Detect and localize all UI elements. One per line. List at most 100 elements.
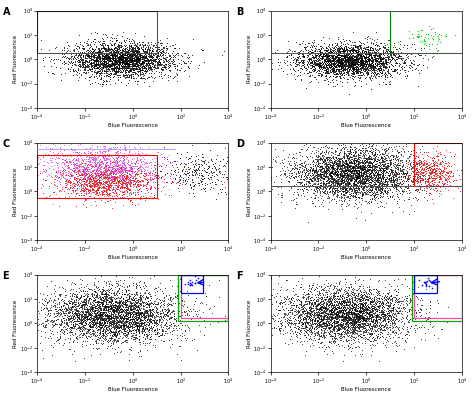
Point <box>101 51 109 58</box>
Point <box>374 173 382 179</box>
Point <box>143 170 150 177</box>
Point <box>287 319 294 326</box>
Point <box>122 54 129 61</box>
Point <box>355 318 362 325</box>
Point <box>120 183 128 190</box>
Point <box>150 184 157 190</box>
Point <box>153 313 161 320</box>
Point <box>147 316 155 322</box>
Point <box>432 162 439 169</box>
Point <box>401 164 409 171</box>
Point <box>133 68 140 74</box>
Point <box>345 284 352 290</box>
Point <box>109 50 117 56</box>
Point <box>338 306 346 312</box>
Point <box>360 316 367 322</box>
Point <box>302 176 310 182</box>
Point <box>305 285 312 292</box>
Point <box>356 314 364 321</box>
Point <box>348 73 356 80</box>
Point <box>368 86 375 92</box>
Point <box>362 311 369 318</box>
Point <box>83 166 91 172</box>
Point <box>343 327 350 334</box>
Point <box>438 178 446 184</box>
Point <box>374 56 382 62</box>
Point <box>109 303 117 309</box>
Point <box>95 318 103 324</box>
Point <box>104 63 112 69</box>
Point <box>209 168 216 175</box>
Point <box>329 67 337 73</box>
Point <box>401 175 409 181</box>
Point <box>343 69 350 75</box>
Point <box>119 63 127 70</box>
Point <box>97 158 105 165</box>
Point <box>297 311 305 317</box>
Point <box>80 167 87 174</box>
Point <box>316 51 323 57</box>
Point <box>380 190 387 197</box>
Point <box>124 185 131 192</box>
Point <box>347 304 355 311</box>
Point <box>414 169 422 175</box>
Point <box>73 333 81 340</box>
Point <box>375 335 383 341</box>
Point <box>326 52 334 59</box>
Point <box>350 144 357 150</box>
Point <box>365 173 372 180</box>
Point <box>153 59 160 65</box>
Point <box>353 315 361 321</box>
Point <box>329 50 337 57</box>
Point <box>367 352 375 358</box>
Point <box>334 312 341 318</box>
Point <box>349 314 357 321</box>
Point <box>268 66 275 72</box>
Point <box>95 161 103 167</box>
Point <box>82 57 90 63</box>
Point <box>127 197 134 203</box>
Point <box>92 189 100 196</box>
Point <box>339 52 346 59</box>
Point <box>39 320 46 327</box>
Point <box>303 183 311 189</box>
Point <box>338 166 346 173</box>
Point <box>337 166 345 172</box>
Point <box>82 75 89 82</box>
Point <box>322 316 330 322</box>
Point <box>338 48 346 54</box>
Point <box>124 63 132 70</box>
Point <box>319 59 326 65</box>
Point <box>351 62 358 68</box>
Point <box>131 171 139 177</box>
Point <box>143 170 150 177</box>
Point <box>292 165 300 171</box>
Point <box>202 160 210 167</box>
Point <box>130 69 138 75</box>
Point <box>75 314 82 321</box>
Point <box>340 66 347 72</box>
Point <box>382 81 390 87</box>
Point <box>113 325 120 332</box>
Point <box>375 288 383 294</box>
Point <box>43 291 51 298</box>
Point <box>352 174 359 181</box>
Point <box>107 159 115 166</box>
Point <box>351 160 358 166</box>
Point <box>433 48 441 54</box>
Point <box>426 166 434 172</box>
Point <box>46 332 54 339</box>
Point <box>135 306 143 312</box>
Point <box>163 57 170 63</box>
Point <box>129 168 137 174</box>
Point <box>51 286 58 292</box>
Point <box>433 182 441 189</box>
Point <box>342 62 349 69</box>
Point <box>310 158 317 164</box>
Point <box>359 67 367 73</box>
Point <box>304 70 312 76</box>
Point <box>382 308 389 314</box>
Point <box>307 176 315 182</box>
Point <box>107 161 114 167</box>
Point <box>118 170 126 177</box>
